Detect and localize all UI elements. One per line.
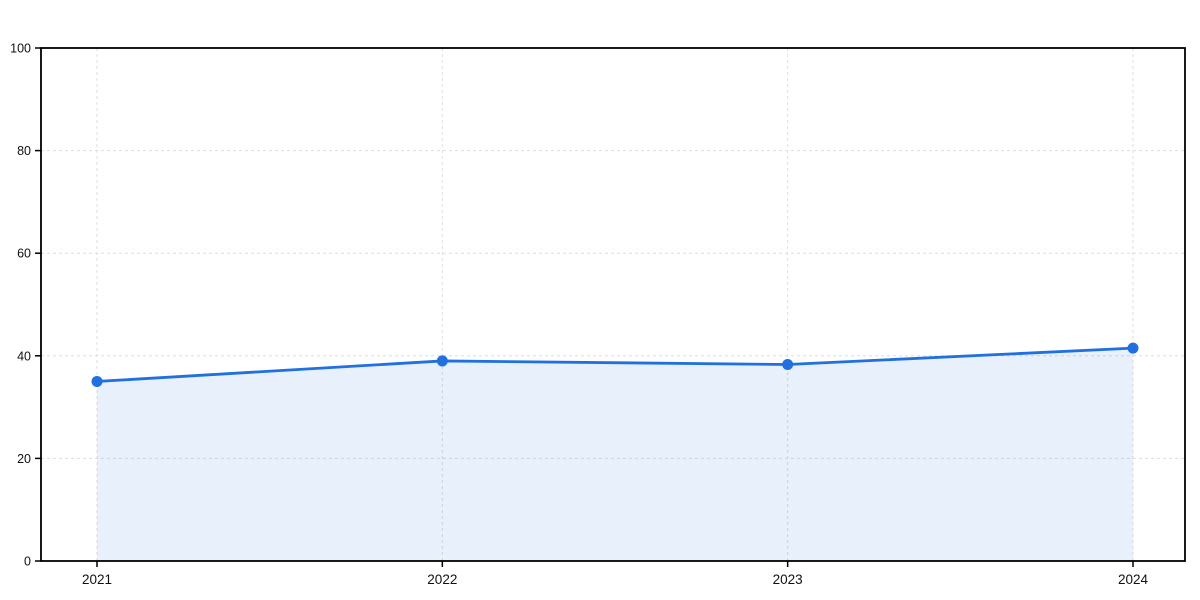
data-point-2024	[1127, 342, 1139, 354]
y-tick-label: 80	[17, 144, 31, 158]
trend-line	[95, 346, 1135, 383]
y-tick-label: 0	[24, 555, 31, 569]
area-fill	[97, 348, 1133, 561]
data-point-2023	[782, 359, 794, 371]
y-tick-label: 20	[17, 452, 31, 466]
data-point-2022	[436, 355, 448, 367]
x-tick-label: 2022	[427, 572, 457, 587]
data-point-2021	[91, 375, 103, 387]
x-tick-label: 2021	[82, 572, 112, 587]
y-tick-label: 100	[10, 42, 31, 56]
plot-border	[40, 47, 1186, 562]
x-tick-label: 2024	[1118, 572, 1149, 587]
y-tick-label: 40	[17, 349, 31, 363]
x-tick-label: 2023	[773, 572, 803, 587]
y-tick-label: 60	[17, 247, 31, 261]
